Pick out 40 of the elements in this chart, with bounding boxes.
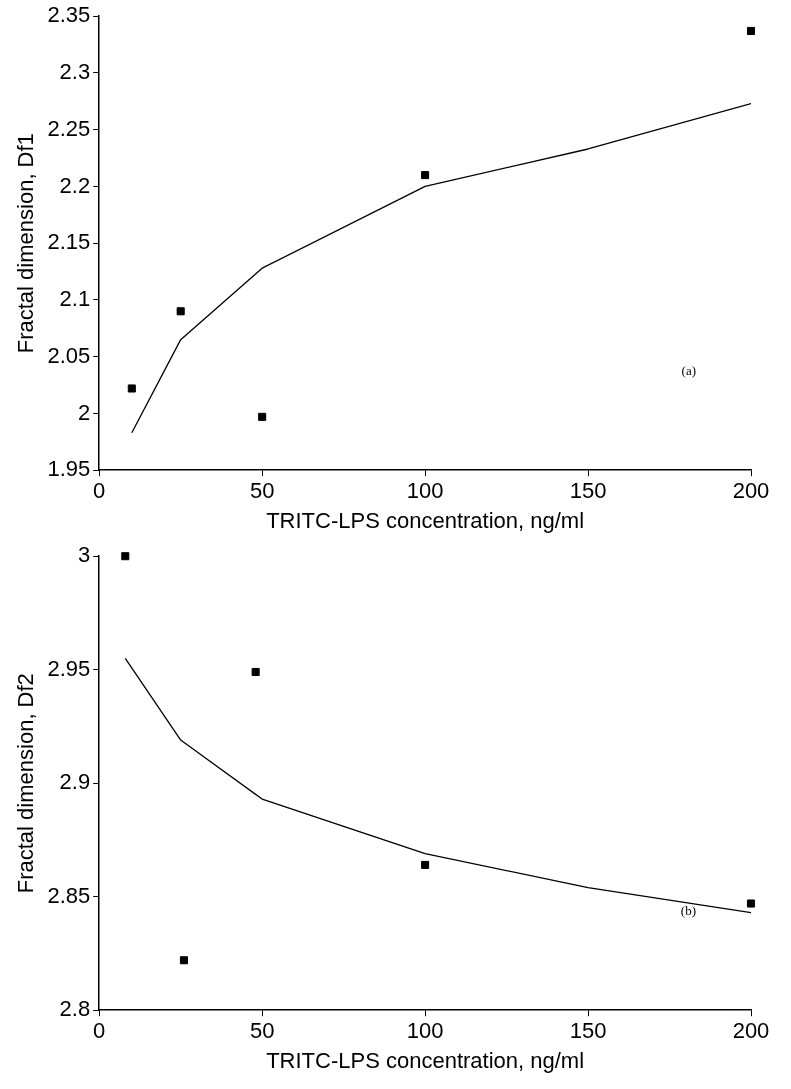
point — [176, 307, 185, 316]
point — [746, 899, 756, 908]
y-tick-label: 2.05 — [47, 342, 91, 368]
x-tick-label: 0 — [93, 1018, 106, 1044]
x-axis-title: TRITC-LPS concentration, ng/ml — [266, 1047, 585, 1073]
x-tick-label: 50 — [249, 478, 275, 504]
y-tick-label: 2.9 — [59, 769, 91, 795]
y-tick-label: 2.25 — [47, 115, 91, 141]
annotation: (b) — [680, 903, 696, 919]
y-tick-label: 2.2 — [59, 172, 91, 198]
y-tick-label: 2 — [77, 399, 91, 425]
point — [251, 667, 260, 677]
point — [121, 552, 130, 561]
x-axis-title: TRITC-LPS concentration, ng/ml — [266, 507, 585, 533]
y-tick-label: 2.35 — [47, 2, 91, 28]
point — [258, 412, 267, 421]
x-tick-label: 100 — [406, 478, 444, 504]
x-tick-label: 0 — [93, 478, 106, 504]
point — [179, 956, 188, 965]
y-tick-label: 2.85 — [47, 882, 91, 908]
point — [746, 26, 756, 35]
y-axis-title: Fractal dimension, Df1 — [13, 133, 39, 354]
y-tick-label: 1.95 — [47, 456, 91, 482]
x-tick-label: 200 — [732, 1018, 770, 1044]
annotation: (a) — [681, 363, 696, 379]
y-tick-label: 2.8 — [59, 996, 91, 1022]
x-tick-label: 200 — [732, 478, 770, 504]
y-axis-title: Fractal dimension, Df2 — [13, 673, 39, 894]
y-tick-label: 2.3 — [59, 59, 91, 85]
point — [127, 384, 136, 393]
point — [421, 860, 430, 869]
x-tick-label: 150 — [569, 478, 607, 504]
x-tick-label: 100 — [406, 1018, 444, 1044]
point — [421, 171, 430, 180]
y-tick-label: 3 — [77, 542, 91, 568]
y-tick-label: 2.1 — [59, 286, 91, 312]
y-tick-label: 2.15 — [47, 229, 91, 255]
x-tick-label: 150 — [569, 1018, 607, 1044]
y-tick-label: 2.95 — [47, 655, 91, 681]
x-tick-label: 50 — [249, 1018, 275, 1044]
